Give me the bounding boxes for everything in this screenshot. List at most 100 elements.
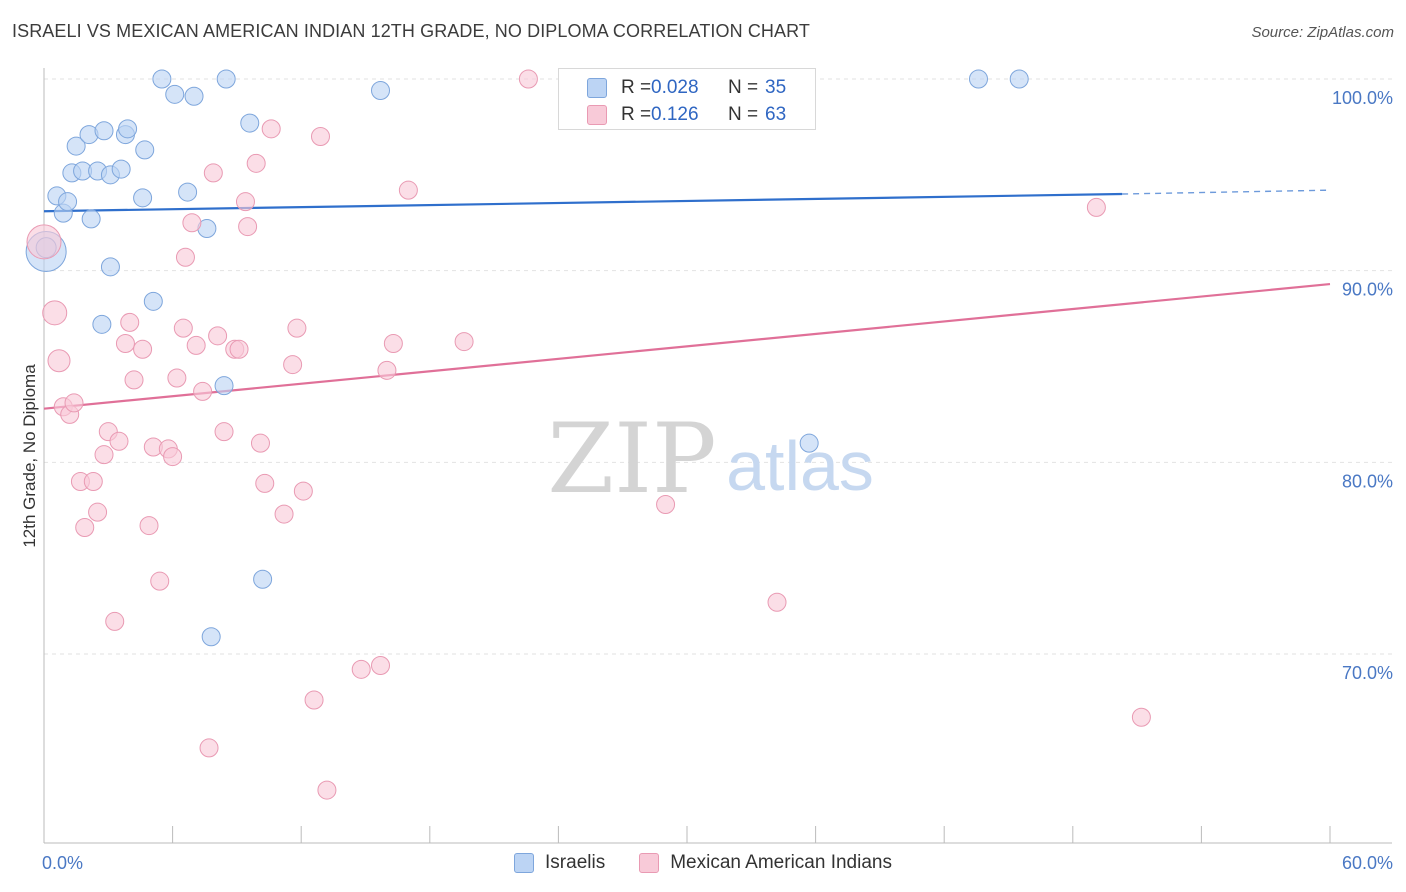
israelis-point: [178, 182, 198, 202]
israelis-point: [165, 84, 185, 104]
mexican-point: [173, 318, 193, 338]
legend-swatch-blue: [514, 853, 535, 873]
israelis-point: [94, 121, 114, 141]
mexican-point: [105, 611, 125, 631]
legend: Israelis Mexican American Indians: [0, 852, 1406, 874]
mexican-point: [42, 300, 68, 326]
mexican-point: [235, 192, 255, 212]
israelis-point: [371, 81, 391, 100]
mexican-trend-line: [43, 282, 1331, 410]
israelis-point: [100, 257, 120, 277]
mexican-point: [274, 504, 294, 524]
mexican-point: [214, 422, 234, 442]
mexican-point: [83, 472, 103, 491]
tick-labels: 100.0% 90.0% 80.0% 70.0% 0.0% 60.0%: [42, 88, 1393, 873]
legend-label-mexican: Mexican American Indians: [670, 852, 892, 873]
legend-item-israelis[interactable]: Israelis: [514, 852, 605, 874]
mexican-point: [767, 592, 787, 612]
mexican-point: [26, 224, 62, 260]
mexican-point: [371, 656, 391, 675]
israelis-point: [201, 627, 221, 647]
mexican-point: [255, 473, 275, 493]
mexican-point: [175, 247, 195, 267]
mexican-point: [377, 360, 397, 380]
stats-swatch-blue: [587, 78, 607, 98]
mexican-point: [64, 393, 84, 413]
stats-r-value: 0.126: [651, 104, 699, 125]
mexican-point: [287, 318, 307, 338]
mexican-point: [139, 516, 159, 536]
israelis-point: [184, 86, 204, 106]
israelis-point: [58, 192, 78, 212]
stats-r-label: R =: [621, 104, 652, 125]
israelis-point: [66, 136, 86, 156]
watermark-atlas: atlas: [726, 427, 874, 505]
stats-swatch-pink: [587, 105, 607, 125]
stats-n-value: 63: [765, 104, 787, 125]
source-label: Source: ZipAtlas.com: [1251, 24, 1394, 41]
legend-item-mexican[interactable]: Mexican American Indians: [639, 852, 892, 874]
israelis-point: [135, 140, 155, 160]
israelis-point: [214, 376, 234, 396]
mexican-point: [186, 335, 206, 355]
mexican-point: [383, 334, 403, 353]
legend-swatch-pink: [639, 853, 660, 873]
mexican-point: [167, 368, 187, 388]
israelis-point: [152, 69, 172, 89]
mexican-point: [261, 119, 281, 139]
mexican-point: [351, 659, 371, 679]
stats-r-value: 0.028: [651, 77, 699, 98]
mexican-point: [150, 571, 170, 591]
stats-box: R = 0.028 N = 35 R = 0.126 N = 63: [558, 68, 816, 130]
mexican-point: [109, 431, 129, 451]
mexican-point: [310, 127, 330, 146]
axes: [43, 68, 1392, 844]
y-tick-label: 100.0%: [1332, 88, 1393, 108]
mexican-point: [115, 334, 135, 353]
watermark: ZIP atlas: [547, 403, 874, 515]
mexican-point: [120, 312, 140, 332]
stats-r-label: R =: [621, 77, 652, 98]
israelis-trend-extension: [1122, 189, 1331, 195]
watermark-zip: ZIP: [547, 403, 716, 515]
mexican-point: [163, 447, 183, 467]
israelis-point: [92, 314, 112, 334]
israelis-point: [1009, 69, 1029, 89]
mexican-point: [656, 495, 676, 514]
y-tick-label: 90.0%: [1342, 280, 1393, 300]
mexican-point: [193, 381, 213, 401]
mexican-point: [454, 332, 474, 352]
mexican-point: [1131, 707, 1151, 727]
israelis-point: [968, 69, 988, 89]
mexican-point: [203, 163, 223, 183]
israelis-point: [111, 159, 131, 179]
israelis-point: [133, 188, 153, 208]
x-tick-label: 60.0%: [1342, 853, 1393, 873]
israelis-point: [799, 433, 819, 453]
mexican-point: [124, 370, 144, 390]
mexican-point: [398, 180, 418, 200]
mexican-point: [88, 502, 108, 522]
israelis-point: [118, 119, 138, 139]
stats-n-label: N =: [728, 77, 759, 98]
y-tick-label: 70.0%: [1342, 663, 1393, 683]
mexican-point: [75, 518, 95, 537]
mexican-point: [199, 738, 219, 758]
x-tick-label: 0.0%: [42, 853, 83, 873]
y-tick-label: 80.0%: [1342, 471, 1393, 491]
israelis-point: [216, 69, 236, 89]
mexican-point: [293, 481, 313, 501]
mexican-point: [133, 339, 153, 359]
israelis-point: [253, 569, 273, 589]
chart-title: ISRAELI VS MEXICAN AMERICAN INDIAN 12TH …: [12, 21, 810, 41]
mexican-point: [317, 780, 337, 800]
mexican-point: [518, 69, 538, 89]
israelis-trend-line: [43, 192, 1123, 213]
mexican-point: [47, 349, 71, 373]
israelis-point: [143, 291, 163, 311]
y-axis-label: 12th Grade, No Diploma: [20, 364, 39, 548]
legend-label-israelis: Israelis: [545, 852, 606, 873]
israelis-point: [240, 113, 260, 133]
mexican-point: [182, 213, 202, 233]
